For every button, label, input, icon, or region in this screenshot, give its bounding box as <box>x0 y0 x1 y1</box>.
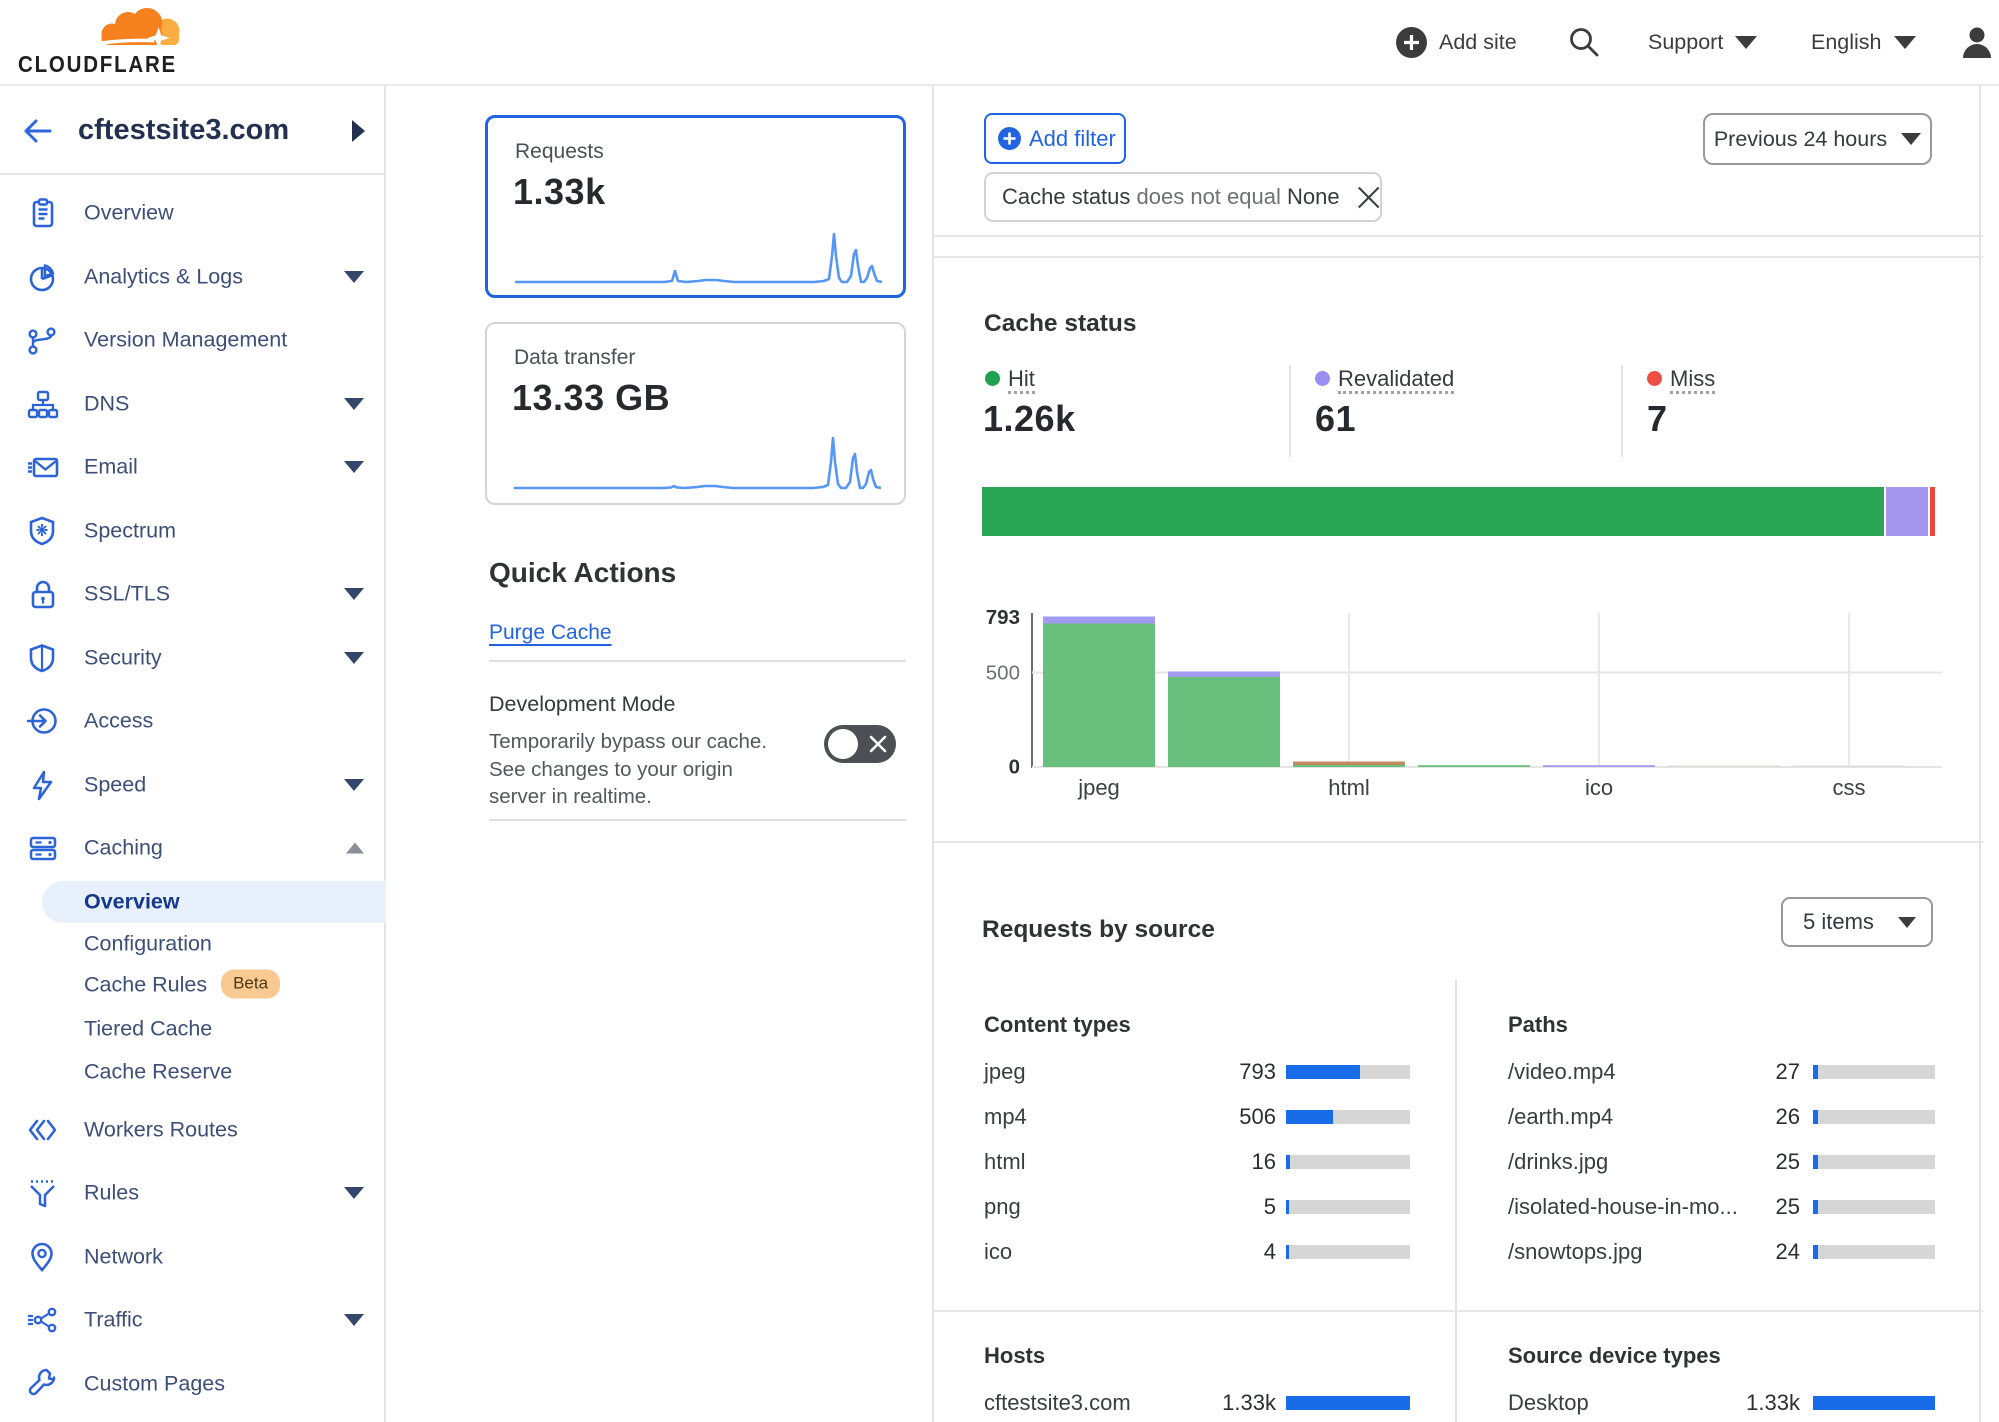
svg-text:css: css <box>1833 775 1866 800</box>
svg-text:793: 793 <box>986 606 1020 629</box>
svg-text:500: 500 <box>986 662 1020 685</box>
svg-text:CLOUDFLARE: CLOUDFLARE <box>18 51 177 77</box>
svg-text:ico: ico <box>1585 775 1613 800</box>
svg-text:jpeg: jpeg <box>1077 775 1120 800</box>
svg-text:0: 0 <box>1009 756 1020 779</box>
svg-text:html: html <box>1328 775 1370 800</box>
